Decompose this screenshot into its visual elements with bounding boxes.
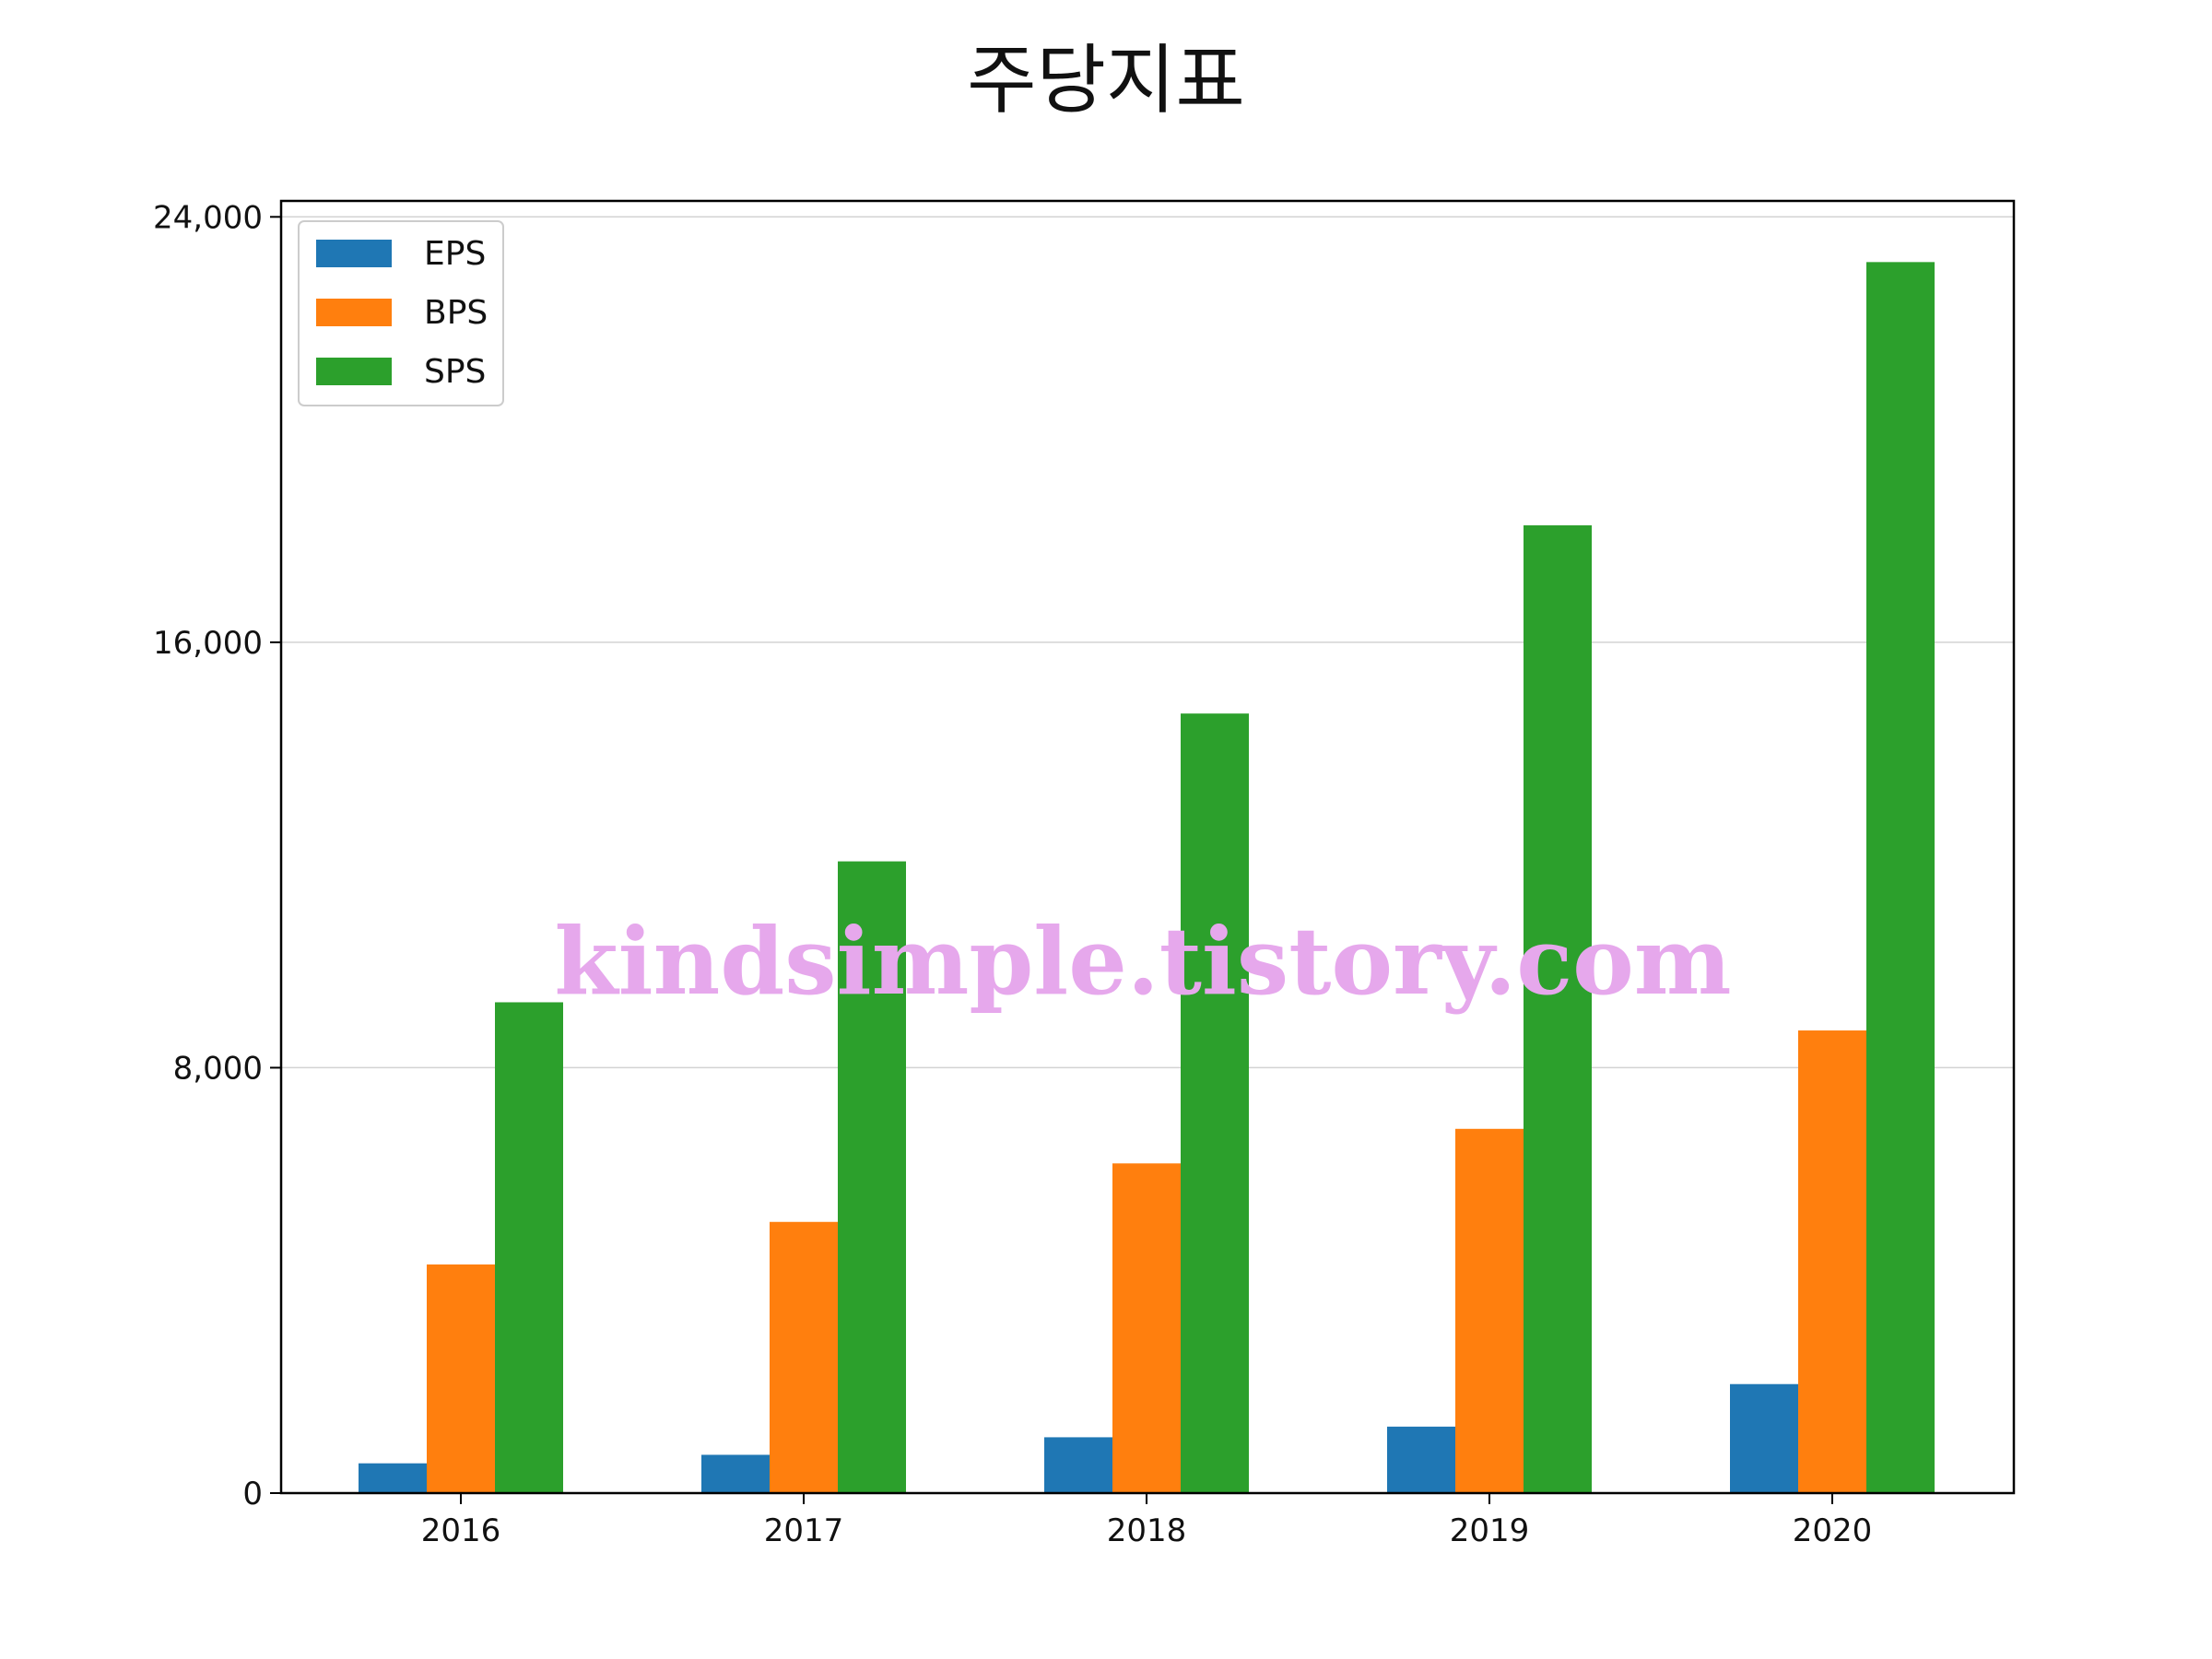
bar-bps-2016 <box>427 1264 495 1493</box>
legend-label-bps: BPS <box>424 294 488 332</box>
bar-bps-2020 <box>1798 1030 1866 1493</box>
legend: EPS BPS SPS <box>298 220 504 406</box>
grid-lines <box>281 216 2014 1069</box>
xtick-label-2016: 2016 <box>421 1512 501 1549</box>
chart-title: 주당지표 <box>967 37 1245 124</box>
legend-swatch-eps <box>316 240 392 267</box>
watermark-text: kindsimple.tistory.com <box>554 907 1731 1016</box>
bar-bps-2019 <box>1455 1128 1524 1493</box>
ytick-label-1: 8,000 <box>173 1050 263 1087</box>
bar-sps-2017 <box>838 861 906 1493</box>
xtick-label-2018: 2018 <box>1107 1512 1187 1549</box>
legend-swatch-bps <box>316 299 392 326</box>
xtick-label-2017: 2017 <box>764 1512 844 1549</box>
bar-sps-2018 <box>1181 713 1249 1493</box>
watermark-layer: kindsimple.tistory.com <box>554 907 1731 1016</box>
ticks: 0 8,000 16,000 24,000 2016 2017 2018 2019 2020 <box>153 199 1872 1549</box>
ytick-label-3: 24,000 <box>153 199 263 236</box>
ytick-label-0: 0 <box>242 1476 263 1512</box>
bar-sps-2016 <box>495 1002 563 1493</box>
bars <box>359 262 1935 1493</box>
legend-label-eps: EPS <box>424 235 486 273</box>
legend-swatch-sps <box>316 358 392 385</box>
legend-label-sps: SPS <box>424 353 486 391</box>
ytick-label-2: 16,000 <box>153 625 263 662</box>
bar-bps-2018 <box>1112 1163 1181 1493</box>
bar-eps-2017 <box>701 1454 770 1493</box>
bar-eps-2019 <box>1387 1426 1455 1493</box>
xtick-label-2020: 2020 <box>1793 1512 1873 1549</box>
bar-eps-2020 <box>1730 1383 1798 1493</box>
bar-eps-2016 <box>359 1463 427 1493</box>
bar-eps-2018 <box>1044 1437 1112 1493</box>
bar-sps-2020 <box>1866 262 1935 1493</box>
bar-bps-2017 <box>770 1221 838 1493</box>
bar-sps-2019 <box>1524 524 1592 1493</box>
xtick-label-2019: 2019 <box>1450 1512 1530 1549</box>
